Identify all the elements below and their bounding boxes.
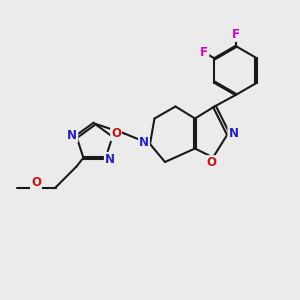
Text: O: O [206,156,217,169]
Text: F: F [200,46,208,59]
Text: O: O [31,176,41,189]
Text: N: N [105,153,115,166]
Text: F: F [232,28,239,41]
Text: N: N [67,129,77,142]
Text: N: N [228,127,239,140]
Text: N: N [139,136,149,149]
Text: O: O [111,127,121,140]
